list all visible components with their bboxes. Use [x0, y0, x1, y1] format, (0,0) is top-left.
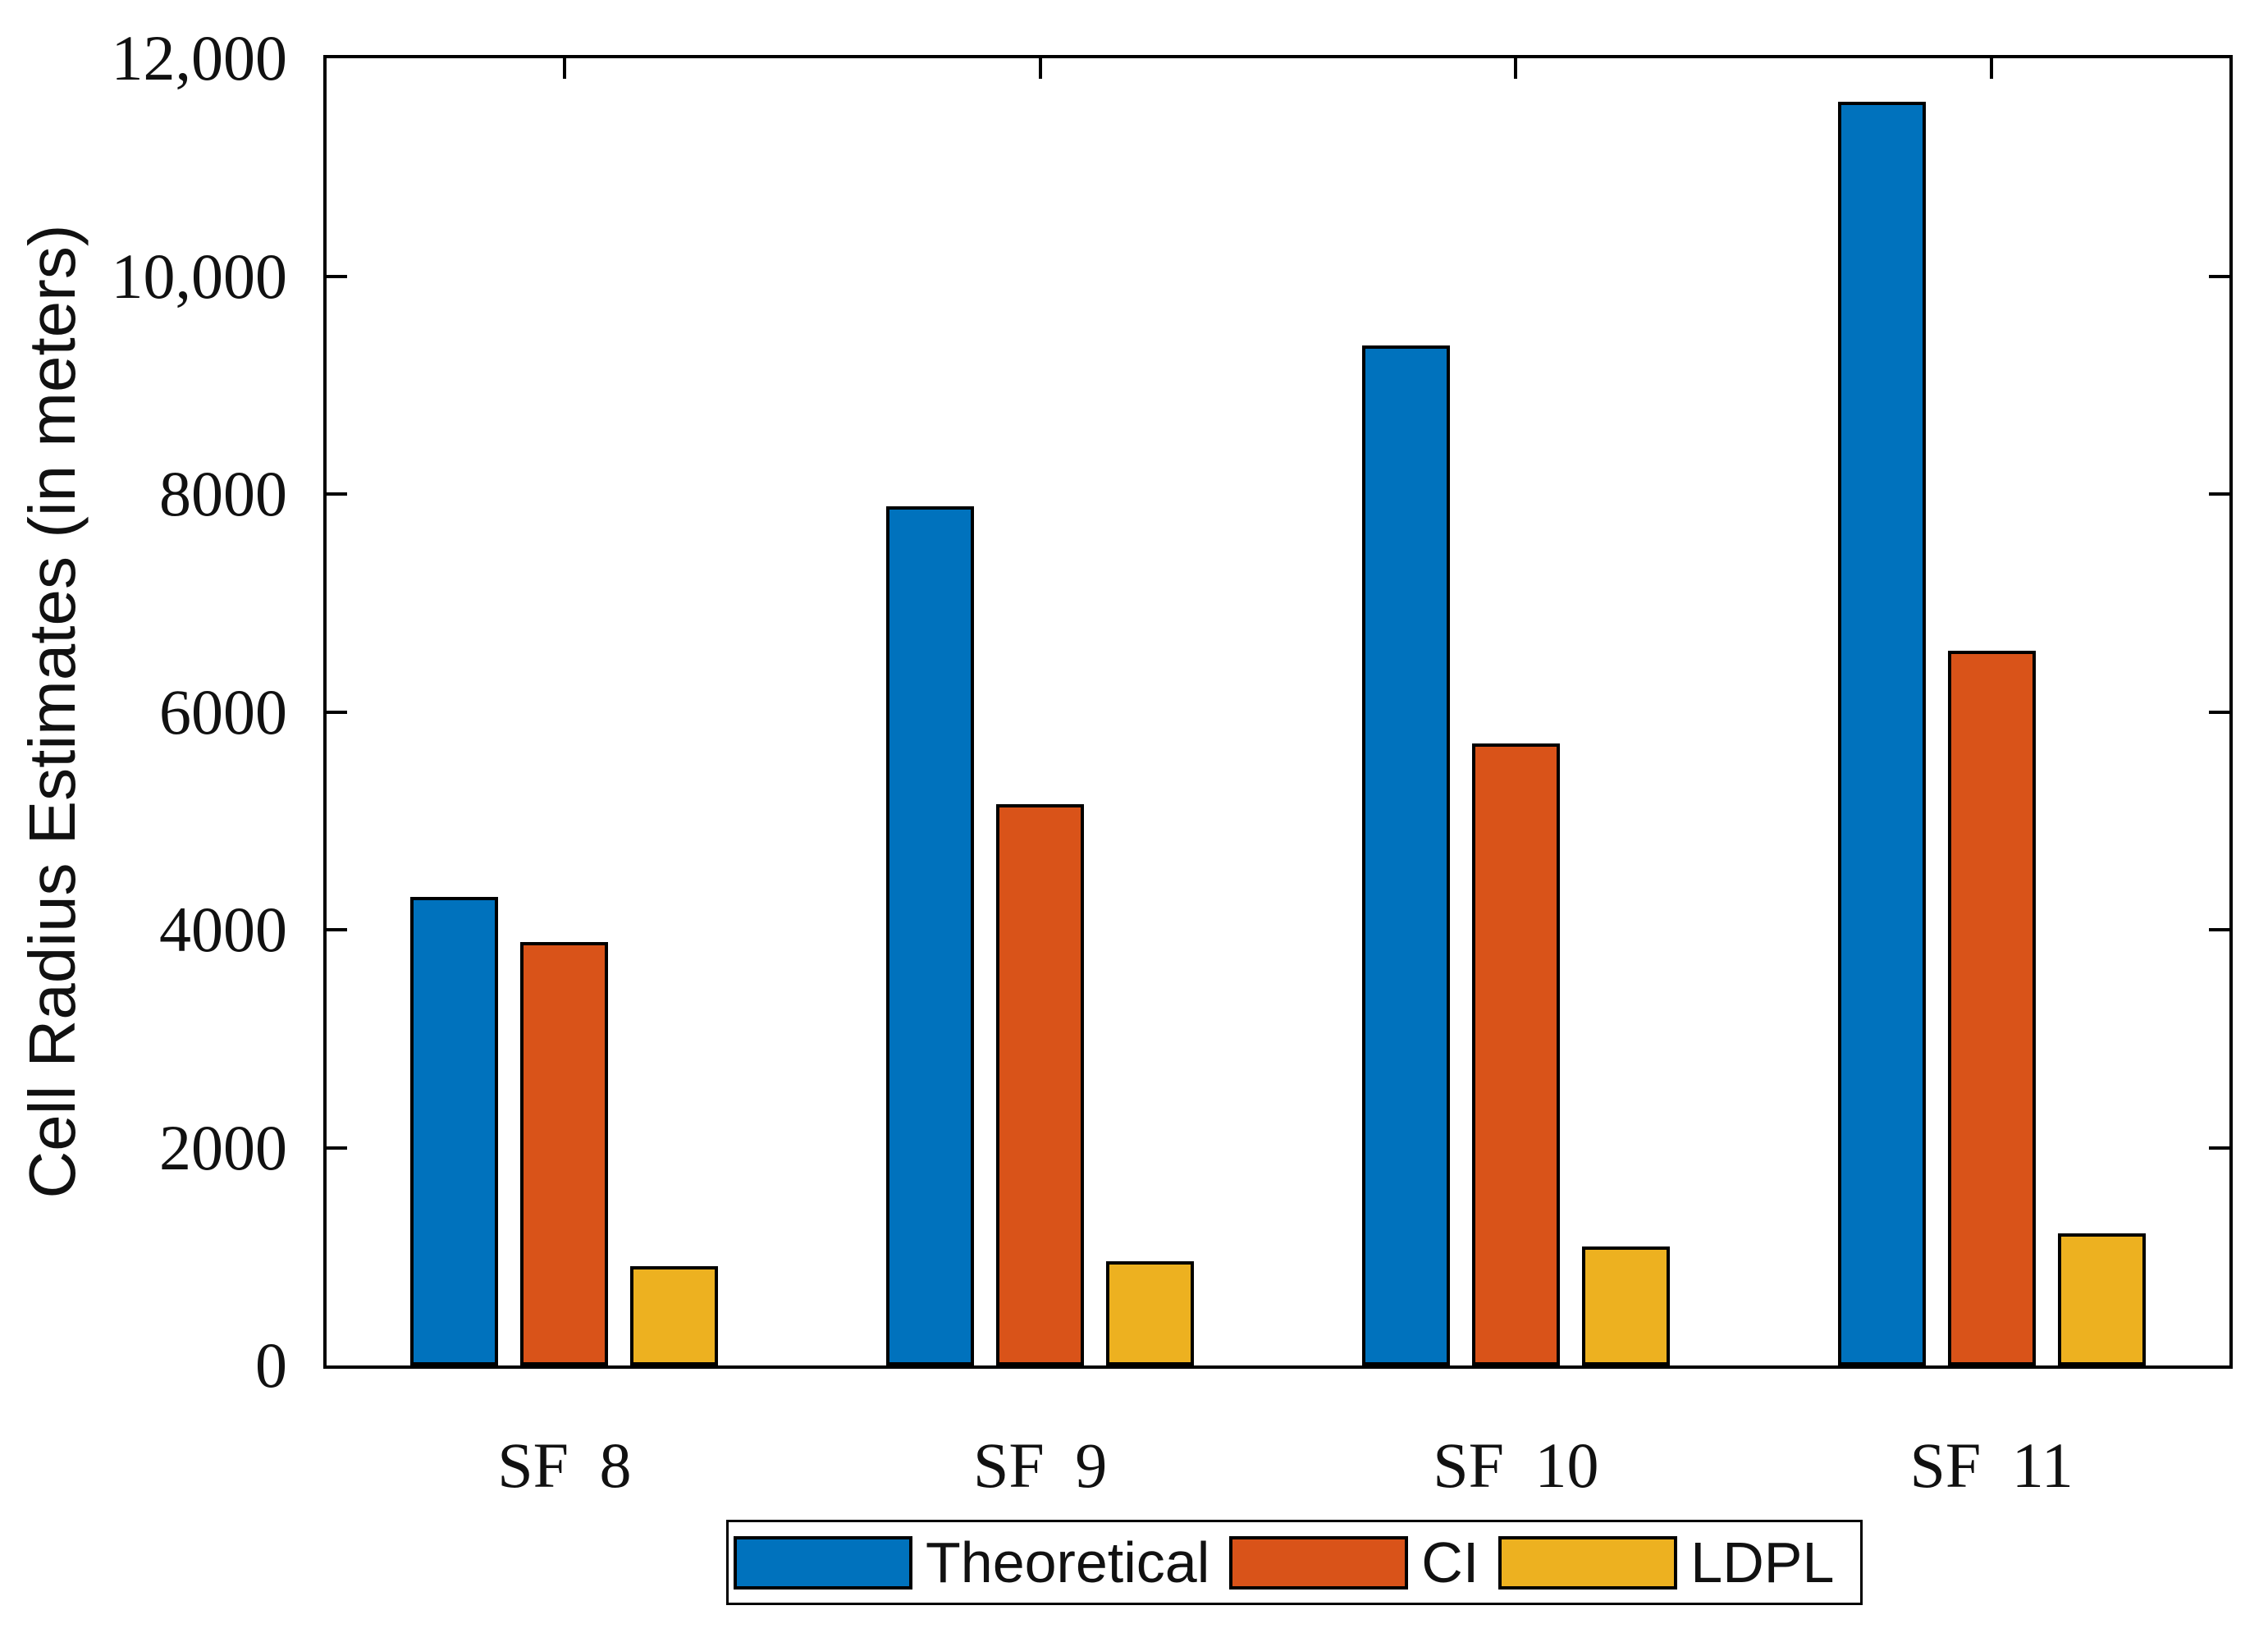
bar-sf-10-ldpl — [1581, 1246, 1670, 1365]
bar-sf-11-theoretical — [1837, 102, 1926, 1365]
plot-area — [323, 55, 2233, 1369]
y-tick-left-6000 — [327, 710, 347, 714]
bar-sf-11-ci — [1947, 651, 2036, 1365]
legend-swatch-theoretical — [734, 1535, 912, 1590]
bar-sf-9-ci — [996, 804, 1085, 1365]
legend-label-ldpl: LDPL — [1690, 1530, 1835, 1594]
x-tick-label-sf-8: SF 8 — [497, 1429, 632, 1501]
y-tick-left-2000 — [327, 1146, 347, 1150]
x-tick-top-sf-9 — [1038, 58, 1042, 79]
bar-sf-9-ldpl — [1106, 1260, 1195, 1365]
y-tick-right-2000 — [2209, 1146, 2229, 1150]
legend-swatch-ci — [1229, 1535, 1409, 1590]
y-tick-label-2000: 2000 — [159, 1111, 287, 1183]
x-tick-label-sf-9: SF 9 — [972, 1429, 1108, 1501]
y-tick-right-10-000 — [2209, 274, 2229, 278]
x-tick-top-sf-8 — [562, 58, 566, 79]
y-tick-label-4000: 4000 — [159, 894, 287, 965]
bar-sf-8-ci — [520, 941, 609, 1365]
legend: Theoretical CI LDPL — [726, 1520, 1863, 1605]
x-tick-label-sf-11: SF 11 — [1909, 1429, 2074, 1501]
y-tick-right-6000 — [2209, 710, 2229, 714]
x-tick-top-sf-11 — [1990, 58, 1994, 79]
y-tick-label-12-000: 12,000 — [111, 22, 288, 94]
x-tick-top-sf-10 — [1514, 58, 1518, 79]
bar-sf-10-ci — [1471, 743, 1560, 1365]
y-tick-right-8000 — [2209, 492, 2229, 496]
y-tick-label-10-000: 10,000 — [111, 240, 288, 312]
bar-sf-8-ldpl — [630, 1265, 719, 1365]
y-tick-left-8000 — [327, 492, 347, 496]
bar-sf-8-theoretical — [410, 897, 499, 1365]
y-tick-left-10-000 — [327, 274, 347, 278]
legend-label-theoretical: Theoretical — [926, 1530, 1210, 1594]
legend-label-ci: CI — [1421, 1530, 1479, 1594]
bar-sf-9-theoretical — [886, 505, 975, 1365]
y-tick-left-4000 — [327, 928, 347, 931]
bar-sf-11-ldpl — [2057, 1233, 2146, 1365]
legend-swatch-ldpl — [1498, 1535, 1678, 1590]
y-tick-label-0: 0 — [255, 1329, 287, 1401]
bar-sf-10-theoretical — [1361, 345, 1450, 1365]
y-tick-label-6000: 6000 — [159, 675, 287, 748]
y-tick-label-8000: 8000 — [159, 458, 287, 529]
y-tick-right-4000 — [2209, 928, 2229, 931]
x-tick-label-sf-10: SF 10 — [1433, 1429, 1599, 1501]
